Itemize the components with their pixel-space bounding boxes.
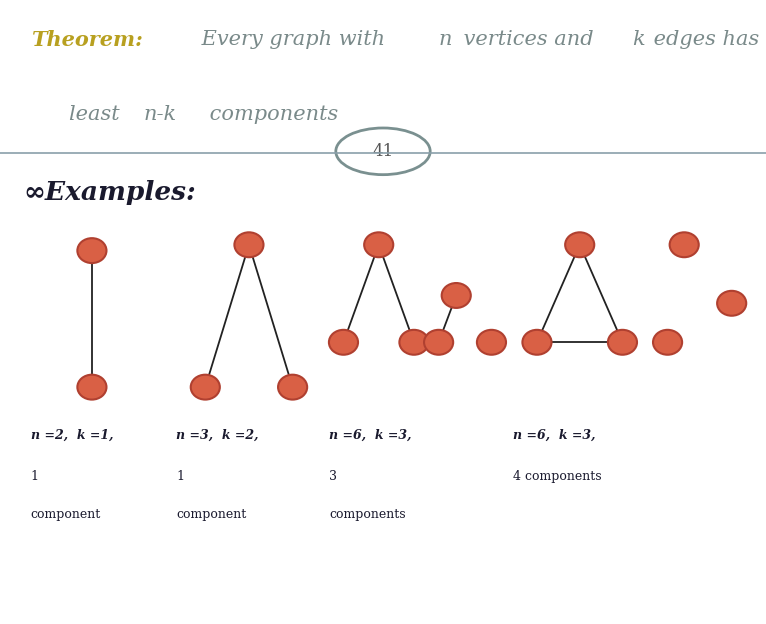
Ellipse shape [653, 330, 682, 354]
Ellipse shape [669, 232, 699, 257]
Ellipse shape [477, 330, 506, 354]
Text: n =6,  k =3,: n =6, k =3, [329, 429, 412, 442]
Ellipse shape [77, 238, 106, 263]
Text: components: components [329, 508, 406, 520]
Text: n =2,  k =1,: n =2, k =1, [31, 429, 113, 442]
Ellipse shape [717, 291, 746, 316]
Text: Every graph with: Every graph with [195, 30, 392, 49]
Ellipse shape [234, 232, 264, 257]
Text: n: n [438, 30, 452, 49]
Text: k: k [632, 30, 644, 49]
Ellipse shape [399, 330, 428, 354]
Text: n-k: n-k [144, 105, 177, 124]
Ellipse shape [191, 374, 220, 399]
Ellipse shape [278, 374, 307, 399]
Text: component: component [31, 508, 101, 520]
Text: 41: 41 [372, 143, 394, 160]
Ellipse shape [329, 330, 358, 354]
Ellipse shape [364, 232, 393, 257]
Text: 1: 1 [31, 470, 38, 484]
Text: component: component [176, 508, 247, 520]
Text: ∞Examples:: ∞Examples: [23, 180, 196, 205]
Ellipse shape [608, 330, 637, 354]
Text: Graph Theory: Graph Theory [663, 591, 751, 604]
Circle shape [336, 128, 430, 175]
Text: 4 components: 4 components [513, 470, 602, 484]
Text: Theorem:: Theorem: [31, 30, 142, 50]
Ellipse shape [424, 330, 453, 354]
Text: edges has at: edges has at [647, 30, 766, 49]
Text: vertices and: vertices and [457, 30, 601, 49]
Ellipse shape [442, 283, 471, 308]
Text: 1: 1 [176, 470, 184, 484]
Ellipse shape [77, 374, 106, 399]
Text: 3: 3 [329, 470, 337, 484]
Ellipse shape [522, 330, 552, 354]
Text: components: components [203, 105, 339, 124]
Ellipse shape [565, 232, 594, 257]
Text: least: least [69, 105, 126, 124]
Text: Fundamental Concept: Fundamental Concept [15, 591, 155, 604]
Text: n =6,  k =3,: n =6, k =3, [513, 429, 596, 442]
Text: n =3,  k =2,: n =3, k =2, [176, 429, 259, 442]
